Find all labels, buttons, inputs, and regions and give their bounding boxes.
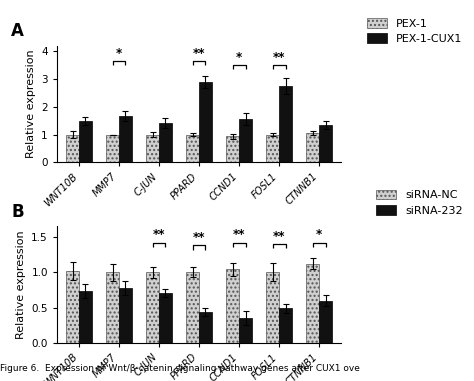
Text: B: B — [11, 203, 24, 221]
Legend: siRNA-NC, siRNA-232: siRNA-NC, siRNA-232 — [375, 189, 464, 217]
Text: *: * — [236, 51, 242, 64]
Bar — [239, 318, 252, 343]
Text: *: * — [316, 229, 322, 242]
Y-axis label: Relative expression: Relative expression — [26, 50, 36, 158]
Text: **: ** — [273, 230, 285, 243]
Bar — [106, 272, 119, 343]
Text: **: ** — [273, 51, 285, 64]
Bar — [266, 272, 279, 343]
Bar — [66, 134, 79, 162]
Bar — [306, 264, 319, 343]
Bar — [199, 82, 212, 162]
Bar — [279, 86, 292, 162]
Y-axis label: Relative expression: Relative expression — [16, 231, 26, 339]
Bar — [146, 134, 159, 162]
Bar — [279, 308, 292, 343]
Bar — [66, 271, 79, 343]
Bar — [119, 288, 132, 343]
Bar — [159, 293, 172, 343]
Bar — [146, 272, 159, 343]
Text: **: ** — [193, 231, 205, 244]
Bar — [119, 117, 132, 162]
Bar — [106, 134, 119, 162]
Text: **: ** — [153, 229, 165, 242]
Bar — [226, 136, 239, 162]
Bar — [186, 134, 199, 162]
Bar — [226, 269, 239, 343]
Bar — [199, 312, 212, 343]
Bar — [266, 134, 279, 162]
Bar — [319, 125, 332, 162]
Text: **: ** — [193, 47, 205, 60]
Text: **: ** — [233, 229, 246, 242]
Legend: PEX-1, PEX-1-CUX1: PEX-1, PEX-1-CUX1 — [366, 17, 464, 45]
Bar — [79, 291, 92, 343]
Bar — [159, 123, 172, 162]
Bar — [319, 301, 332, 343]
Bar — [186, 272, 199, 343]
Bar — [239, 119, 252, 162]
Text: *: * — [116, 47, 122, 60]
Bar — [79, 121, 92, 162]
Text: A: A — [11, 22, 24, 40]
Bar — [306, 133, 319, 162]
Text: Figure 6.  Expression of Wnt/β-catenin signaling pathway genes after CUX1 ove: Figure 6. Expression of Wnt/β-catenin si… — [0, 364, 360, 373]
